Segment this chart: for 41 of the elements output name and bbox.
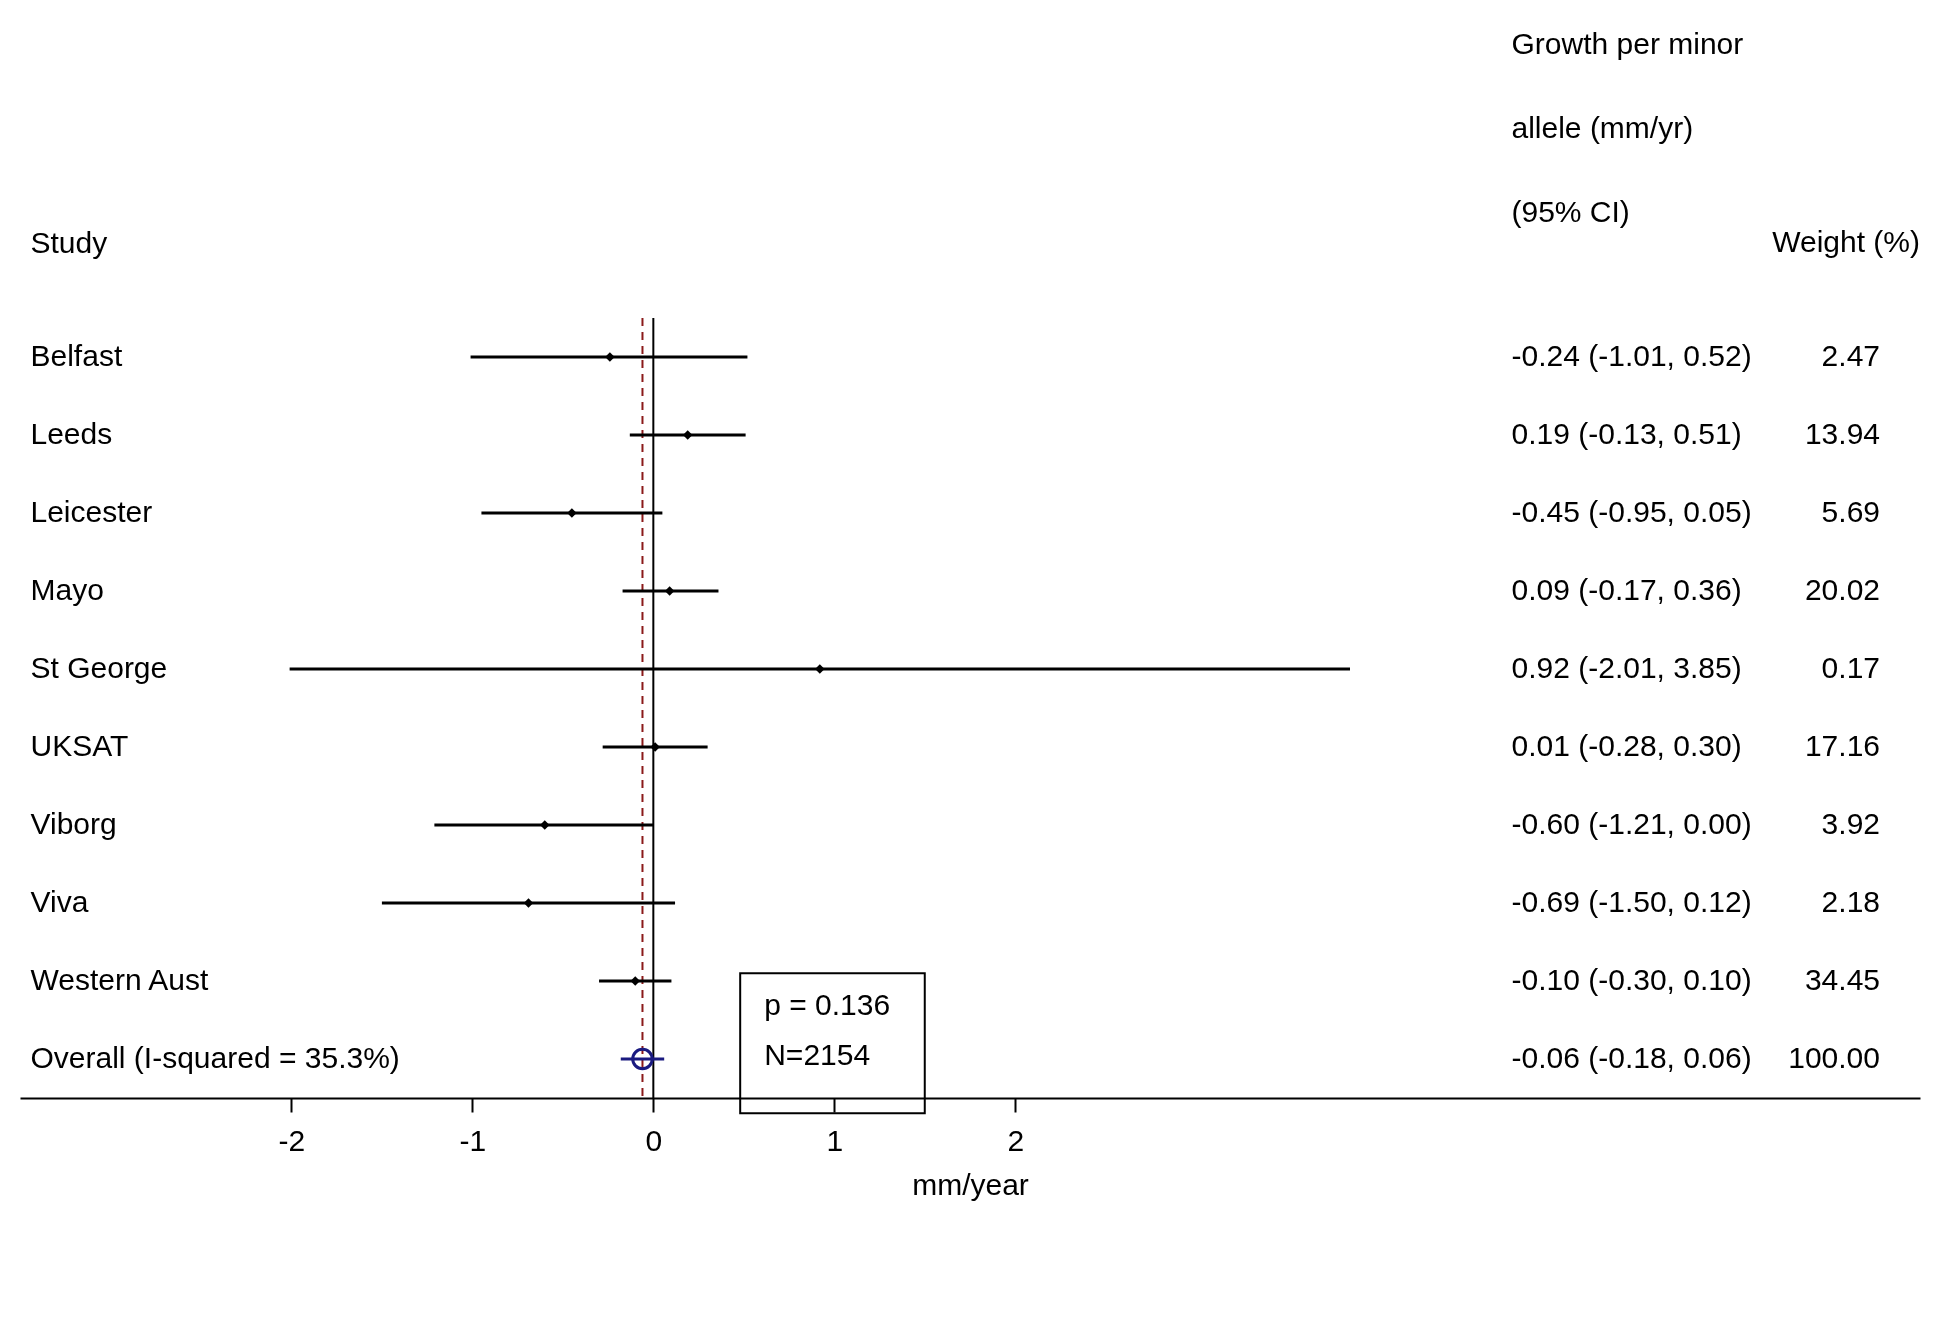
y-tick-label: UKSAT: [30, 729, 129, 762]
y-axis-title: Study: [30, 225, 108, 259]
annotation: 2.47: [1821, 339, 1880, 372]
y-tick-label: Overall (I-squared = 35.3%): [30, 1041, 400, 1074]
annotation: 100.00: [1788, 1041, 1880, 1074]
annotation: 0.92 (-2.01, 3.85): [1511, 651, 1742, 684]
y-tick-label: Leicester: [30, 495, 153, 528]
annotation: 5.69: [1821, 495, 1880, 528]
annotation: 17.16: [1804, 729, 1880, 762]
annotation: 0.09 (-0.17, 0.36): [1511, 573, 1742, 606]
x-tick-label: 2: [1007, 1123, 1025, 1157]
y-tick-label: Leeds: [30, 417, 113, 450]
y-tick-label: St George: [30, 651, 168, 684]
y-tick-label: Mayo: [30, 573, 104, 606]
text: Growth per minor allele (mm/yr) (95% CI): [1511, 27, 1744, 228]
x-tick-label: 1: [826, 1123, 844, 1157]
text: Weight (%): [1772, 225, 1920, 258]
y-tick-label: Viva: [30, 885, 89, 918]
annotation: -0.10 (-0.30, 0.10): [1511, 963, 1752, 996]
annotation: 0.19 (-0.13, 0.51): [1511, 417, 1742, 450]
annotation: -0.60 (-1.21, 0.00): [1511, 807, 1752, 840]
annotation: 2.18: [1821, 885, 1880, 918]
x-tick-label: 0: [645, 1123, 663, 1157]
annotation: -0.06 (-0.18, 0.06): [1511, 1041, 1752, 1074]
x-axis-title: mm/year: [912, 1167, 1029, 1201]
y-tick-label: Belfast: [30, 339, 123, 372]
annotation: -0.45 (-0.95, 0.05): [1511, 495, 1752, 528]
annotation: 0.17: [1821, 651, 1880, 684]
annotation: p = 0.136: [764, 988, 891, 1022]
y-tick-label: Viborg: [30, 807, 117, 840]
annotation: -0.69 (-1.50, 0.12): [1511, 885, 1752, 918]
annotation: 3.92: [1821, 807, 1880, 840]
annotation: N=2154: [764, 1038, 871, 1072]
annotation: 20.02: [1804, 573, 1880, 606]
x-tick-label: -1: [459, 1123, 487, 1157]
annotation: 13.94: [1804, 417, 1880, 450]
annotation: -0.24 (-1.01, 0.52): [1511, 339, 1752, 372]
y-tick-label: Western Aust: [30, 963, 210, 996]
x-tick-label: -2: [278, 1123, 306, 1157]
annotation: 34.45: [1804, 963, 1880, 996]
annotation: 0.01 (-0.28, 0.30): [1511, 729, 1742, 762]
